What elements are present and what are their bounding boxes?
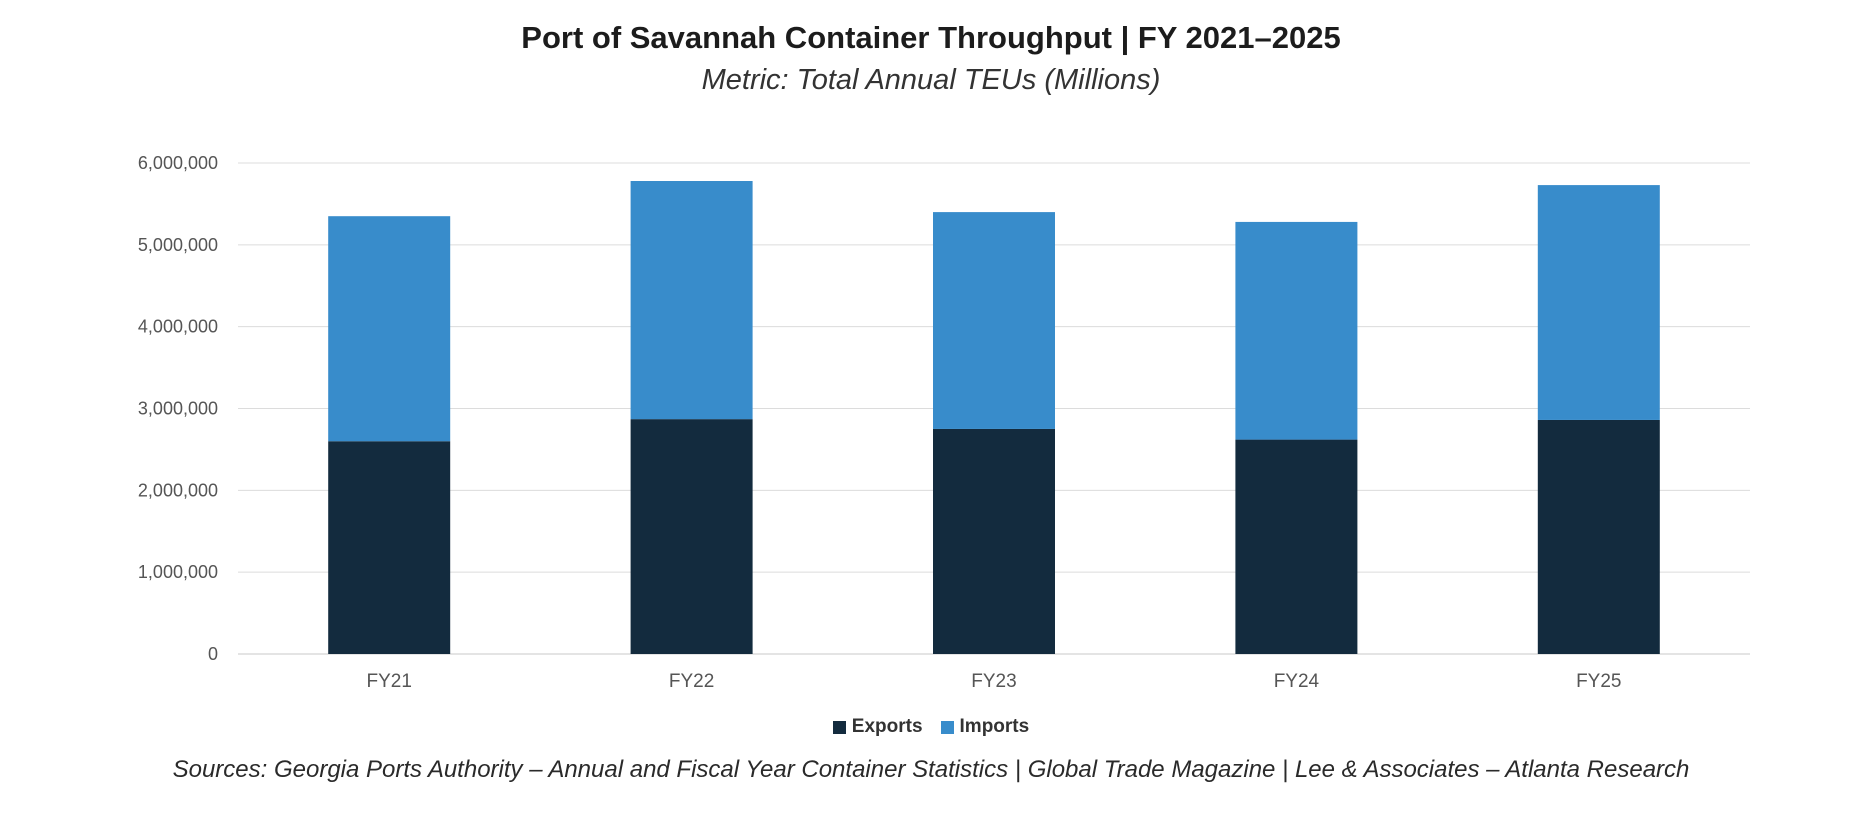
y-tick-label: 6,000,000 [138, 153, 218, 173]
bar-exports-fy24 [1235, 439, 1358, 654]
chart-legend: Exports Imports [0, 716, 1862, 738]
y-tick-label: 5,000,000 [138, 235, 218, 255]
legend-label-imports: Imports [959, 716, 1030, 737]
x-tick-label: FY22 [669, 671, 714, 692]
y-tick-label: 3,000,000 [138, 399, 218, 419]
x-tick-label: FY25 [1576, 671, 1621, 692]
legend-item-exports: Exports [832, 716, 923, 738]
legend-label-exports: Exports [851, 716, 923, 737]
x-tick-label: FY23 [971, 671, 1016, 692]
chart-title: Port of Savannah Container Throughput | … [521, 20, 1341, 55]
chart-subtitle: Metric: Total Annual TEUs (Millions) [701, 64, 1161, 96]
y-tick-label: 2,000,000 [138, 480, 218, 500]
x-tick-label: FY21 [366, 671, 411, 692]
bar-exports-fy22 [630, 419, 753, 654]
bar-exports-fy25 [1537, 419, 1660, 654]
chart-source-note: Sources: Georgia Ports Authority – Annua… [172, 756, 1690, 783]
bar-exports-fy23 [933, 428, 1055, 654]
bar-exports-fy21 [328, 441, 451, 654]
y-tick-label: 1,000,000 [138, 562, 218, 582]
bar-imports-fy22 [630, 181, 753, 420]
bar-imports-fy24 [1235, 221, 1358, 440]
legend-item-imports: Imports [940, 716, 1030, 738]
legend-swatch-exports [832, 720, 846, 734]
bar-imports-fy23 [933, 212, 1055, 429]
bar-imports-fy21 [328, 216, 451, 442]
y-tick-label: 0 [208, 644, 218, 664]
bar-imports-fy25 [1537, 185, 1660, 420]
y-tick-label: 4,000,000 [138, 317, 218, 337]
legend-swatch-imports [940, 720, 954, 734]
x-tick-label: FY24 [1274, 671, 1320, 692]
